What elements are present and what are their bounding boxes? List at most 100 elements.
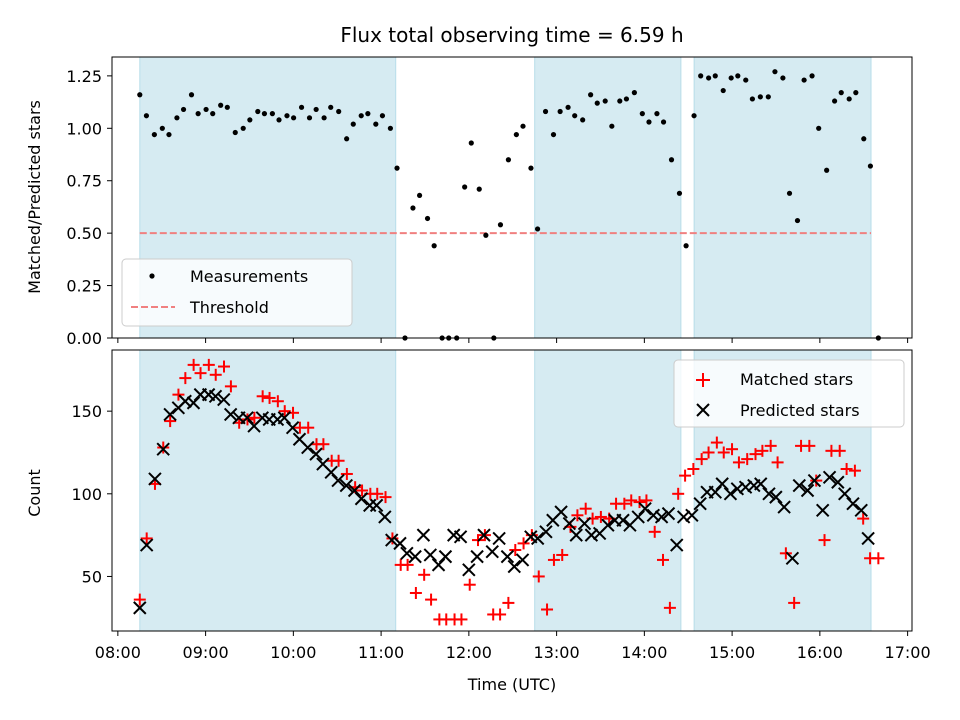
predicted-star-point-32 (378, 510, 392, 524)
matched-star-point-92 (840, 463, 853, 476)
measurement-point-4 (166, 131, 172, 138)
predicted-star-point-36 (408, 549, 422, 564)
predicted-star-point-12 (223, 407, 238, 422)
measurement-point-64 (609, 123, 615, 129)
matched-star-point-42 (455, 613, 468, 626)
matched-star-point-38 (425, 593, 438, 606)
matched-star-point-82 (764, 439, 777, 452)
measurement-point-25 (321, 115, 327, 121)
predicted-star-point-82 (762, 487, 776, 501)
matched-star-point-79 (741, 453, 754, 466)
predicted-star-point-38 (423, 548, 438, 562)
predicted-star-point-40 (438, 549, 453, 564)
measurement-point-56 (550, 131, 557, 138)
matched-star-point-6 (179, 372, 192, 385)
matched-star-point-89 (818, 534, 831, 547)
matched-star-point-54 (547, 553, 560, 566)
predicted-star-point-34 (393, 536, 407, 551)
predicted-star-point-42 (453, 530, 468, 544)
measurement-point-96 (846, 96, 852, 102)
predicted-star-point-35 (400, 546, 414, 561)
bottom-y-axis: 50 100 150 (71, 402, 112, 586)
predicted-star-point-57 (569, 528, 583, 542)
matched-star-point-74 (702, 446, 715, 459)
measurements-points (137, 69, 881, 341)
measurement-point-80 (728, 75, 734, 81)
bottom-x-axis: 08:00 09:00 10:00 11:00 12:00 13:00 14:00 15:00… (95, 631, 931, 662)
predicted-star-point-87 (800, 483, 815, 498)
measurement-point-91 (809, 73, 815, 79)
predicted-star-point-83 (769, 490, 783, 504)
top-legend: Measurements Threshold (121, 258, 353, 327)
predicted-star-point-52 (530, 531, 545, 546)
x-tick-label-9: 17:00 (885, 643, 931, 662)
matched-star-point-5 (172, 388, 185, 401)
measurement-point-74 (683, 243, 689, 249)
matched-star-point-75 (710, 436, 723, 449)
measurement-point-87 (780, 75, 786, 81)
matched-star-point-65 (633, 496, 646, 509)
measurement-point-11 (218, 102, 224, 108)
measurement-point-66 (623, 96, 630, 102)
top-y-tick-label-3: 0.75 (66, 172, 102, 191)
matched-star-point-27 (340, 467, 353, 480)
measurement-point-99 (867, 163, 874, 169)
measurement-point-31 (365, 111, 371, 117)
observing-window-3 (693, 56, 872, 339)
measurement-point-71 (660, 119, 667, 125)
top-y-tick-label-4: 1.00 (66, 119, 102, 138)
predicted-star-point-88 (807, 473, 822, 488)
bottom-legend: Matched stars Predicted stars (673, 359, 905, 428)
x-tick-label-3: 11:00 (358, 643, 404, 662)
predicted-star-point-73 (693, 497, 707, 511)
measurement-point-12 (224, 104, 230, 110)
matched-star-point-48 (502, 596, 515, 609)
predicted-star-point-27 (339, 478, 354, 493)
bottom-panel: 50 100 150 08:00 09:00 10:00 11:00 12:00 13:00 1… (25, 349, 931, 694)
matched-star-point-26 (332, 454, 345, 467)
predicted-star-point-56 (562, 516, 577, 531)
predicted-star-point-90 (822, 470, 837, 484)
matched-star-point-57 (571, 509, 584, 522)
legend-matched-label: Matched stars (740, 370, 853, 389)
matched-star-point-8 (194, 367, 207, 380)
matched-star-point-35 (401, 558, 414, 571)
top-y-tick-label-5: 1.25 (66, 67, 102, 86)
measurement-point-14 (240, 125, 246, 131)
x-tick-label-6: 14:00 (621, 643, 667, 662)
measurement-point-85 (765, 94, 771, 100)
matched-star-point-0 (133, 593, 146, 606)
legend-matched-marker (696, 373, 710, 387)
measurement-point-49 (497, 222, 504, 228)
measurement-point-13 (232, 129, 238, 136)
top-axes-frame (111, 56, 913, 339)
predicted-star-point-44 (470, 549, 484, 564)
x-tick-label-7: 15:00 (709, 643, 755, 662)
measurement-point-98 (861, 136, 867, 142)
x-tick-label-4: 12:00 (446, 643, 492, 662)
matched-star-point-15 (248, 411, 261, 424)
measurement-point-34 (387, 125, 393, 131)
legend-predicted-label: Predicted stars (740, 401, 860, 420)
matched-star-point-47 (494, 608, 507, 621)
measurement-point-5 (174, 115, 180, 121)
predicted-star-point-1 (139, 538, 154, 552)
predicted-star-point-37 (416, 528, 431, 542)
measurement-point-79 (720, 87, 726, 94)
measurement-point-51 (513, 131, 519, 138)
matched-star-point-3 (157, 441, 170, 454)
legend-predicted-marker (696, 403, 710, 417)
matched-star-point-76 (717, 446, 730, 459)
measurement-point-40 (431, 243, 437, 249)
measurement-point-92 (816, 125, 822, 131)
matched-star-point-77 (726, 443, 739, 456)
predicted-star-point-94 (854, 503, 868, 518)
measurement-point-61 (588, 92, 594, 98)
measurement-point-47 (483, 232, 489, 238)
measurement-point-76 (698, 73, 704, 79)
predicted-star-point-33 (385, 533, 399, 547)
x-axis-label: Time (UTC) (467, 675, 556, 694)
measurement-point-95 (838, 90, 844, 96)
predicted-star-point-92 (838, 487, 852, 501)
measurement-point-60 (580, 117, 586, 123)
